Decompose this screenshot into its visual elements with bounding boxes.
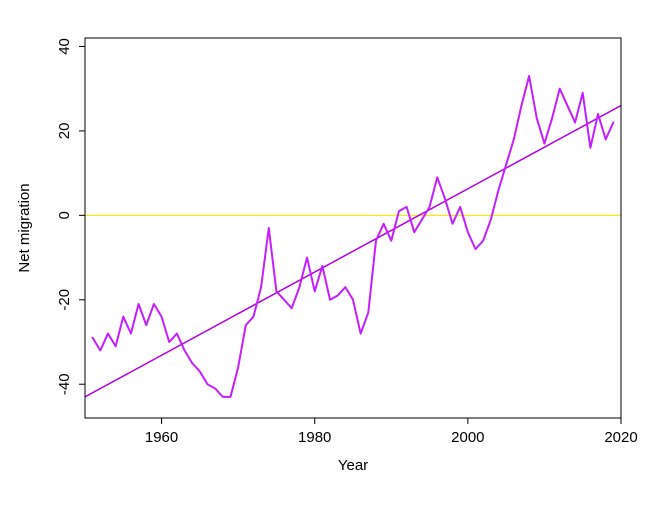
x-tick-label: 1960 xyxy=(145,429,178,446)
line-chart: 1960 1980 2000 2020 -40 -20 0 20 40 Year Net migra… xyxy=(0,0,669,508)
y-axis-label: Net migration xyxy=(16,183,33,272)
y-tick-label: 20 xyxy=(56,123,73,140)
y-tick-label: -40 xyxy=(56,373,73,395)
chart-container: 1960 1980 2000 2020 -40 -20 0 20 40 Year Net migra… xyxy=(0,0,669,508)
x-axis-label: Year xyxy=(338,457,368,474)
y-tick-label: -20 xyxy=(56,289,73,311)
x-tick-label: 1980 xyxy=(298,429,331,446)
x-tick-label: 2000 xyxy=(451,429,484,446)
y-tick-label: 0 xyxy=(56,211,73,219)
x-tick-label: 2020 xyxy=(604,429,637,446)
chart-bg xyxy=(0,0,669,508)
y-tick-label: 40 xyxy=(56,38,73,55)
